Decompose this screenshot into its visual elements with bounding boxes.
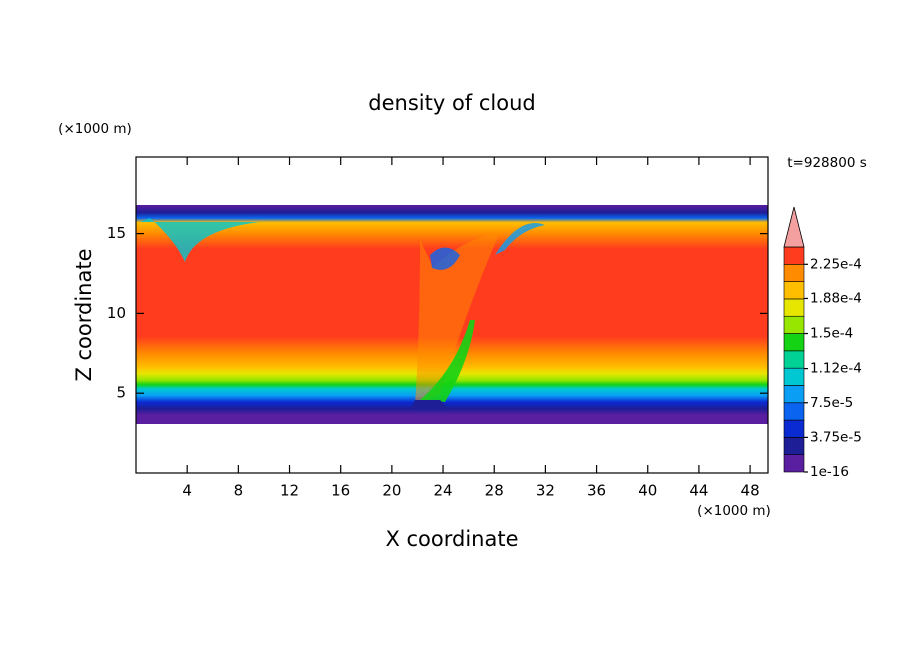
x-tick-label: 44	[689, 482, 708, 500]
wisp	[495, 223, 545, 255]
x-tick-label: 36	[587, 482, 606, 500]
contour-field	[136, 205, 768, 424]
x-tick-label: 48	[741, 482, 760, 500]
x-tick-label: 12	[280, 482, 299, 500]
colorbar-box	[783, 454, 805, 473]
colorbar-box	[783, 298, 805, 317]
y-tick-label: 5	[116, 384, 126, 402]
chart-title: density of cloud	[368, 91, 535, 115]
x-tick-label: 4	[182, 482, 192, 500]
colorbar-box	[783, 350, 805, 369]
colorbar-box	[783, 367, 805, 386]
y-tick-label: 15	[107, 224, 126, 242]
time-annotation: t=928800 s	[787, 155, 866, 171]
colorbar-box	[783, 402, 805, 421]
x-tick-label: 8	[234, 482, 244, 500]
colorbar-box	[783, 419, 805, 438]
colorbar-label: 2.25e-4	[810, 256, 862, 272]
colorbar-box	[783, 385, 805, 404]
x-unit: (×1000 m)	[697, 503, 771, 519]
x-axis-title: X coordinate	[385, 527, 518, 551]
colorbar-label: 1.88e-4	[810, 290, 862, 306]
x-tick-label: 28	[485, 482, 504, 500]
colorbar-box	[783, 437, 805, 455]
x-tick-label: 20	[382, 482, 401, 500]
colorbar-label: 1.5e-4	[810, 326, 853, 342]
y-tick-label: 10	[107, 304, 126, 322]
wisp	[140, 218, 260, 262]
colorbar-box	[783, 315, 805, 334]
colorbar-box	[783, 281, 805, 300]
colorbar-box	[783, 333, 805, 352]
x-tick-label: 32	[536, 482, 555, 500]
colorbar-label: 3.75e-5	[810, 429, 862, 445]
wisp	[420, 320, 475, 402]
wisp	[430, 247, 460, 270]
plot-frame	[135, 156, 769, 474]
x-tick-label: 16	[331, 482, 350, 500]
colorbar-box	[783, 264, 805, 282]
y-unit: (×1000 m)	[58, 121, 132, 137]
x-tick-label: 40	[638, 482, 657, 500]
colorbar-label: 7.5e-5	[810, 395, 853, 411]
colorbar-label: 1e-16	[810, 464, 849, 480]
y-axis-title: Z coordinate	[72, 248, 96, 381]
colorbar-box	[783, 246, 805, 265]
colorbar-extend	[783, 206, 805, 248]
wisp	[410, 400, 450, 410]
x-tick-label: 24	[433, 482, 452, 500]
wisp	[415, 232, 500, 405]
colorbar-label: 1.12e-4	[810, 361, 862, 377]
